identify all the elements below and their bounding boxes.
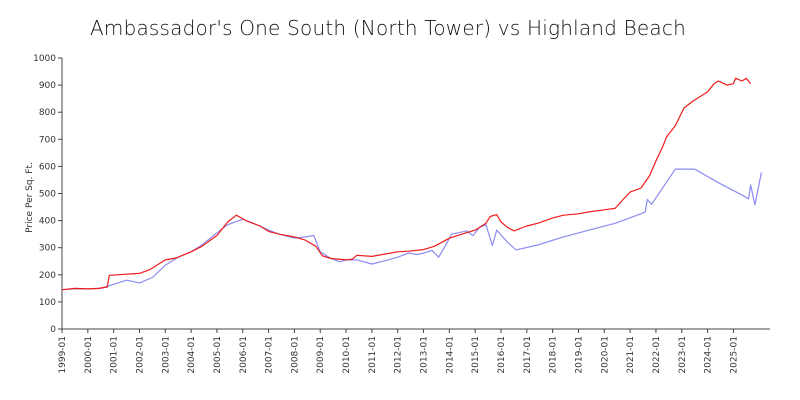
x-tick-label: 2022-01 — [652, 336, 662, 374]
x-tick-label: 2025-01 — [729, 336, 739, 374]
y-tick-label: 800 — [39, 108, 56, 118]
y-tick-label: 200 — [39, 271, 56, 281]
series-line-2 — [61, 168, 762, 291]
series-lines — [61, 77, 762, 291]
x-tick-label: 2010-01 — [342, 336, 352, 374]
x-tick-label: 2001-01 — [110, 336, 120, 374]
y-tick-label: 1000 — [33, 54, 56, 64]
x-tick-label: 1999-01 — [58, 336, 68, 374]
x-tick-label: 2012-01 — [394, 336, 404, 374]
x-tick-label: 2011-01 — [368, 336, 378, 374]
x-tick-label: 2003-01 — [161, 336, 171, 374]
x-tick-label: 2008-01 — [290, 336, 300, 374]
y-tick-label: 0 — [50, 325, 56, 335]
x-tick-label: 2005-01 — [213, 336, 223, 374]
y-tick-label: 300 — [39, 244, 56, 254]
chart-title: Ambassador's One South (North Tower) vs … — [90, 16, 686, 40]
y-tick-label: 500 — [39, 190, 56, 200]
y-tick-label: 100 — [39, 298, 56, 308]
y-tick-label: 700 — [39, 135, 56, 145]
x-tick-label: 2007-01 — [265, 336, 275, 374]
x-tick-label: 2021-01 — [626, 336, 636, 374]
x-tick-label: 2014-01 — [445, 336, 455, 374]
x-tick-label: 2009-01 — [316, 336, 326, 374]
x-tick-label: 2019-01 — [574, 336, 584, 374]
x-tick-label: 2013-01 — [420, 336, 430, 374]
x-tick-label: 2000-01 — [84, 336, 94, 374]
x-tick-label: 2006-01 — [239, 336, 249, 374]
x-tick-label: 2024-01 — [704, 336, 714, 374]
x-tick-label: 2017-01 — [523, 336, 533, 374]
y-axis-title: Price Per Sq. Ft. — [25, 162, 35, 233]
x-tick-label: 2016-01 — [497, 336, 507, 374]
x-tick-label: 2023-01 — [678, 336, 688, 374]
x-tick-label: 2020-01 — [600, 336, 610, 374]
x-tick-label: 2004-01 — [187, 336, 197, 374]
series-line-1 — [61, 77, 752, 291]
x-tick-label: 2018-01 — [549, 336, 559, 374]
y-tick-label: 600 — [39, 162, 56, 172]
y-tick-label: 900 — [39, 81, 56, 91]
y-tick-label: 400 — [39, 217, 56, 227]
x-tick-label: 2015-01 — [471, 336, 481, 374]
axes: 0 100 200 300 400 500 600 700 800 900 1000 1999-01 2… — [25, 54, 770, 374]
x-tick-label: 2002-01 — [135, 336, 145, 374]
